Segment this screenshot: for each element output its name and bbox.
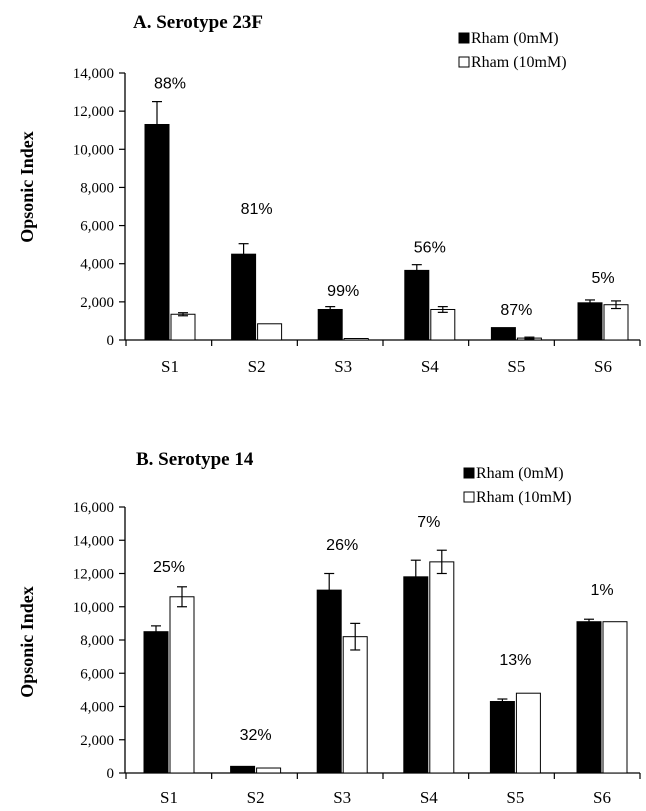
y-tick-label: 10,000: [73, 600, 114, 616]
data-label: 7%: [417, 514, 440, 531]
data-label: 13%: [499, 652, 531, 669]
y-tick-label: 14,000: [73, 533, 114, 549]
legend-label-series-1: Rham (0mM): [476, 465, 564, 482]
legend-label-series-1: Rham (0mM): [471, 30, 559, 47]
plot-area: 0 2,000 4,000 6,000 8,000 10,000 12,000 14,000 S…: [73, 66, 641, 376]
x-tick-label: S2: [247, 788, 265, 807]
bar: [515, 692, 541, 774]
x-tick-label: S2: [248, 357, 266, 376]
x-tick-label: S4: [421, 357, 439, 376]
y-tick-label: 12,000: [73, 567, 114, 583]
y-tick-label: 0: [107, 766, 115, 782]
x-tick-label: S6: [593, 788, 611, 807]
bar: [576, 621, 602, 774]
x-tick-label: S3: [333, 788, 351, 807]
legend-label-series-2: Rham (10mM): [471, 54, 567, 71]
bar: [317, 308, 343, 341]
x-tick-label: S5: [506, 788, 524, 807]
x-tick-label: S4: [420, 788, 438, 807]
legend-swatch-series-2: [458, 56, 470, 68]
bar: [403, 576, 429, 774]
x-tick-label: S6: [594, 357, 612, 376]
bar: [404, 269, 430, 341]
y-tick-label: 8,000: [80, 633, 114, 649]
y-tick-label: 8,000: [80, 180, 114, 196]
chart-title: B. Serotype 14: [136, 449, 254, 470]
bar: [144, 123, 170, 341]
bar: [603, 304, 629, 341]
legend-swatch-series-2: [463, 491, 475, 503]
data-label: 26%: [326, 537, 358, 554]
bar: [170, 313, 196, 341]
data-label: 1%: [590, 582, 613, 599]
legend-swatch-series-1: [463, 467, 475, 479]
data-label: 25%: [153, 559, 185, 576]
bar: [256, 767, 282, 774]
bar: [169, 596, 195, 774]
legend-swatch-series-1: [458, 32, 470, 44]
bar: [257, 323, 283, 341]
bar: [577, 302, 603, 341]
data-label: 32%: [240, 727, 272, 744]
y-axis-label: Opsonic Index: [17, 131, 37, 243]
bar: [342, 636, 368, 774]
y-tick-label: 0: [107, 333, 115, 349]
chart-title: A. Serotype 23F: [133, 12, 263, 33]
bar: [316, 589, 342, 774]
data-label: 5%: [591, 270, 614, 287]
x-tick-label: S3: [334, 357, 352, 376]
y-axis-label: Opsonic Index: [17, 586, 37, 698]
bar: [429, 561, 455, 774]
y-tick-label: 14,000: [73, 66, 114, 82]
data-label: 88%: [154, 75, 186, 92]
y-tick-label: 12,000: [73, 104, 114, 120]
legend: Rham (0mM) Rham (10mM): [463, 465, 572, 506]
plot-area: 0 2,000 4,000 6,000 8,000 10,000 12,000 14,000 1…: [73, 500, 641, 807]
bar: [490, 327, 516, 341]
y-tick-label: 2,000: [80, 733, 114, 749]
bar: [230, 765, 256, 774]
bar: [231, 253, 257, 341]
x-tick-label: S5: [507, 357, 525, 376]
bar: [602, 621, 628, 774]
bar: [343, 338, 369, 341]
y-tick-label: 2,000: [80, 295, 114, 311]
legend-label-series-2: Rham (10mM): [476, 489, 572, 506]
legend: Rham (0mM) Rham (10mM): [458, 30, 567, 71]
data-label: 56%: [414, 239, 446, 256]
y-tick-label: 10,000: [73, 142, 114, 158]
bar: [143, 631, 169, 774]
bar: [489, 701, 515, 774]
data-label: 99%: [327, 283, 359, 300]
y-tick-label: 4,000: [80, 257, 114, 273]
y-tick-label: 6,000: [80, 666, 114, 682]
data-label: 81%: [241, 201, 273, 218]
y-tick-label: 6,000: [80, 219, 114, 235]
data-label: 87%: [500, 302, 532, 319]
bar: [430, 308, 456, 341]
chart-panel-a: A. Serotype 23F Opsonic Index Rham (0mM)…: [17, 12, 641, 376]
y-tick-label: 16,000: [73, 500, 114, 516]
x-tick-label: S1: [161, 357, 179, 376]
x-tick-label: S1: [160, 788, 178, 807]
chart-panel-b: B. Serotype 14 Opsonic Index Rham (0mM) …: [17, 449, 641, 807]
y-tick-label: 4,000: [80, 700, 114, 716]
